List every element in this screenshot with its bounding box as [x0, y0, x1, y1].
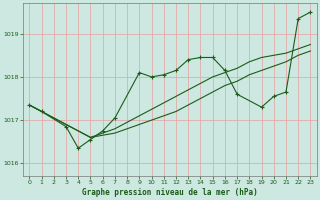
X-axis label: Graphe pression niveau de la mer (hPa): Graphe pression niveau de la mer (hPa): [82, 188, 258, 197]
